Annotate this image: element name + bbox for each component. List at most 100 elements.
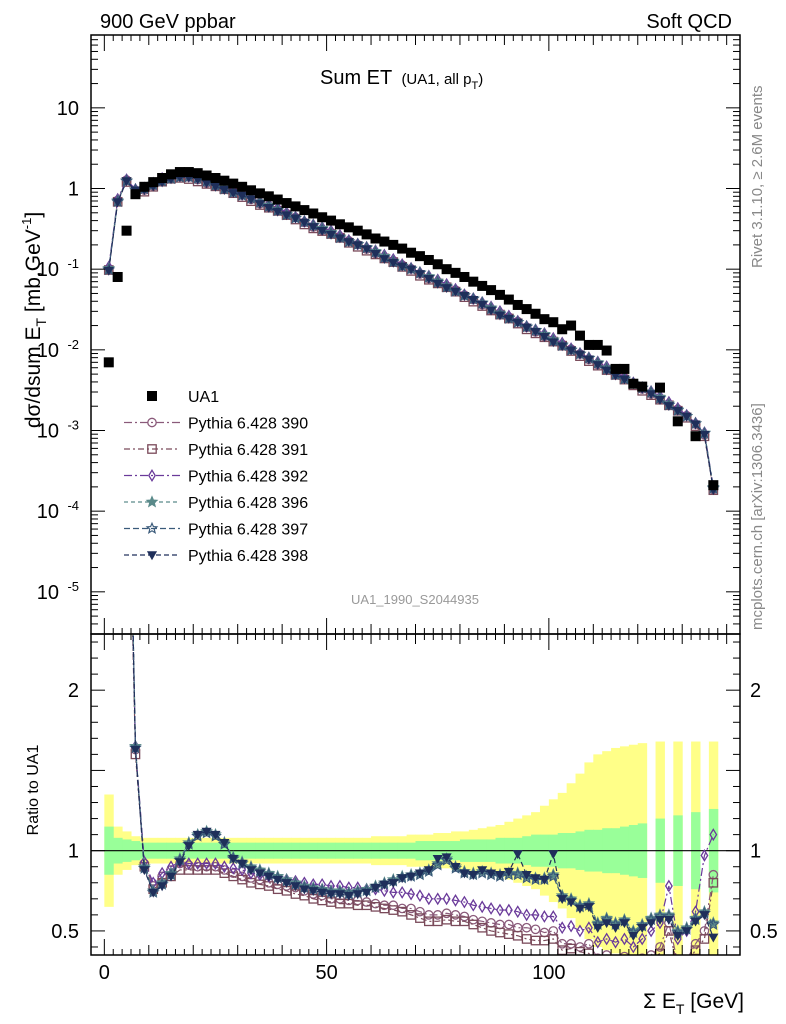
data-point-14 (228, 178, 239, 189)
main-ytick-exp-3: -2 (67, 337, 79, 352)
data-point-37 (432, 259, 443, 270)
mc-point-5-37 (432, 279, 443, 289)
main-title: Sum ET (UA1, all pT) (320, 67, 483, 92)
ratio-point-2-55 (593, 935, 602, 949)
data-point-29 (361, 229, 372, 240)
data-point-50 (548, 317, 559, 328)
ratio-point-5-10 (192, 830, 203, 840)
main-ylabel: dσ/dsum ET [mb,GeV-1] (19, 212, 49, 428)
data-point-44 (494, 289, 505, 300)
ratio-point-0-65 (686, 954, 688, 955)
mc-point-5-50 (548, 338, 559, 348)
mc-point-5-48 (530, 327, 541, 337)
ratio-point-5-21 (290, 882, 301, 892)
ratio-point-2-11 (202, 857, 211, 870)
ratio-ytick-label-left-2: 0.5 (51, 921, 79, 943)
ratio-point-5-66 (690, 917, 701, 927)
mc-point-5-63 (663, 402, 674, 412)
legend-marker-0 (147, 391, 157, 401)
ratio-point-5-9 (183, 842, 194, 852)
data-point-45 (503, 294, 514, 305)
ratio-point-1-61 (646, 954, 656, 955)
mc-point-5-52 (566, 346, 577, 356)
ratio-point-5-40 (459, 869, 470, 879)
ratio-point-2-45 (504, 903, 513, 917)
ratio-point-5-38 (441, 853, 452, 863)
ratio-point-5-7 (165, 872, 177, 882)
mc-point-5-27 (343, 238, 354, 248)
mc-point-5-18 (263, 204, 274, 213)
legend-label-2: Pythia 6.428 391 (188, 442, 308, 459)
data-point-55 (592, 339, 603, 350)
ratio-point-5-8 (174, 858, 185, 868)
mc-point-5-35 (414, 270, 426, 280)
ratio-point-1-56 (601, 954, 612, 955)
ratio-point-2-38 (442, 892, 451, 906)
ratio-point-2-49 (540, 910, 549, 923)
ratio-point-5-42 (477, 866, 488, 876)
ratio-point-0-64 (674, 959, 682, 967)
mc-line-3 (108, 176, 714, 488)
ratio-point-5-24 (317, 888, 328, 898)
data-point-8 (174, 167, 185, 178)
mc-point-5-13 (219, 186, 230, 195)
ratio-point-5-14 (228, 855, 239, 864)
ratio-point-5-6 (157, 882, 168, 892)
ratio-point-2-9 (184, 857, 193, 870)
ratio-point-1-65 (682, 959, 690, 967)
main-ylabel-text: dσ/dsum E (22, 327, 45, 429)
mc-point-5-15 (237, 191, 248, 201)
main-ytick-label-2: 10 (37, 259, 59, 281)
ratio-point-5-17 (254, 869, 265, 879)
ratio-point-5-51 (557, 895, 568, 905)
ratio-point-1-2 (122, 365, 130, 373)
ratio-point-5-2 (122, 318, 130, 325)
data-point-52 (566, 320, 577, 331)
ratio-point-5-39 (450, 863, 461, 872)
main-ylabel-unit: [mb,GeV (22, 229, 45, 318)
ratio-ytick-label-right-0: 2 (750, 680, 761, 702)
ratio-ytick-label-right-1: 1 (750, 841, 761, 863)
mc-point-5-19 (272, 207, 283, 217)
xlabel-unit: [GeV] (684, 990, 744, 1013)
data-point-4 (139, 181, 150, 192)
main-ytick-label-3: 10 (37, 340, 59, 362)
main-ytick-label-4: 10 (37, 420, 59, 442)
data-point-1 (112, 271, 123, 282)
main-frame (90, 34, 741, 635)
mc-point-5-24 (317, 227, 328, 236)
data-point-12 (210, 172, 221, 183)
main-plot-area (102, 167, 720, 496)
ratio-point-5-29 (361, 888, 372, 898)
ratio-point-5-54 (583, 903, 594, 913)
ratio-point-4-2 (122, 300, 132, 309)
data-point-43 (486, 285, 497, 296)
ratio-point-5-22 (299, 885, 310, 895)
ratio-point-0-58 (619, 951, 630, 955)
mc-series-5 (103, 173, 719, 496)
ratio-series-5 (122, 318, 719, 943)
ratio-point-0-45 (503, 919, 514, 930)
main-ytick-exp-6: -5 (67, 579, 79, 594)
data-point-32 (388, 239, 399, 250)
ratio-point-5-4 (139, 866, 150, 876)
axes-layer: 10 1 10 -1 10 -2 10 -3 10 -4 10 -5 0 50 100 2 2 1 1 0.5 0.5 (37, 34, 778, 984)
ratio-point-2-39 (451, 893, 460, 907)
data-point-56 (601, 345, 612, 356)
main-ytick-label-0: 10 (57, 98, 79, 120)
ratio-point-4-38 (440, 853, 454, 866)
ratio-point-2-40 (460, 895, 469, 909)
data-point-3 (130, 189, 141, 200)
legend-label-0: UA1 (188, 389, 219, 406)
mc-point-5-16 (245, 195, 257, 205)
ratio-point-2-34 (407, 887, 416, 901)
ratio-point-1-59 (629, 964, 637, 972)
ratio-point-5-12 (210, 830, 221, 840)
ratio-point-2-46 (513, 905, 522, 919)
ratio-point-2-44 (495, 903, 504, 917)
data-point-40 (459, 271, 470, 282)
main-ytick-exp-4: -3 (67, 417, 79, 432)
data-point-58 (619, 363, 630, 374)
ratio-point-0-47 (521, 922, 532, 933)
ratio-point-1-60 (638, 959, 646, 967)
